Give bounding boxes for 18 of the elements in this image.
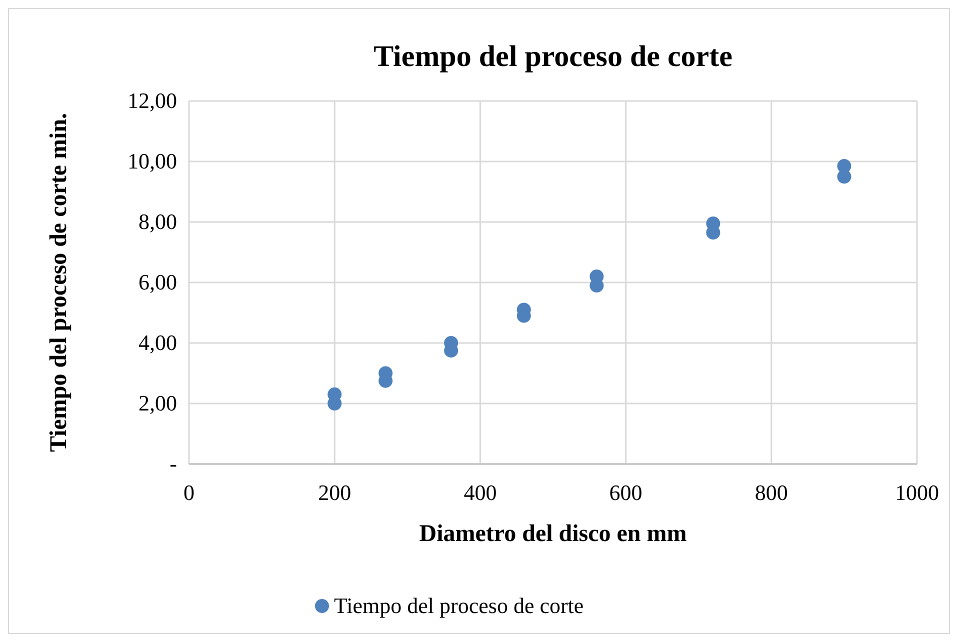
x-axis-title: Diametro del disco en mm xyxy=(419,521,687,547)
y-tick-label: 6,00 xyxy=(138,270,177,294)
legend-label: Tiempo del proceso de corte xyxy=(334,593,584,618)
y-axis-title: Tiempo del proceso de corte min. xyxy=(46,112,72,452)
point xyxy=(837,159,852,174)
y-tick-label: 12,00 xyxy=(128,88,177,113)
x-tick-label: 0 xyxy=(184,480,194,505)
y-tick-label: - xyxy=(170,451,177,476)
x-tick-label: 600 xyxy=(609,480,642,505)
y-tick-label: 2,00 xyxy=(138,390,177,416)
y-tick-label: 10,00 xyxy=(128,148,177,174)
x-tick-label: 800 xyxy=(754,480,788,505)
y-tick-label: 4,00 xyxy=(138,330,177,355)
y-tick-label: 8,00 xyxy=(138,209,177,234)
chart-title: Tiempo del proceso de corte xyxy=(374,40,732,73)
x-tick-label: 400 xyxy=(464,480,497,505)
x-tick-label: 1000 xyxy=(895,480,939,505)
x-tick-label: 200 xyxy=(318,480,352,505)
